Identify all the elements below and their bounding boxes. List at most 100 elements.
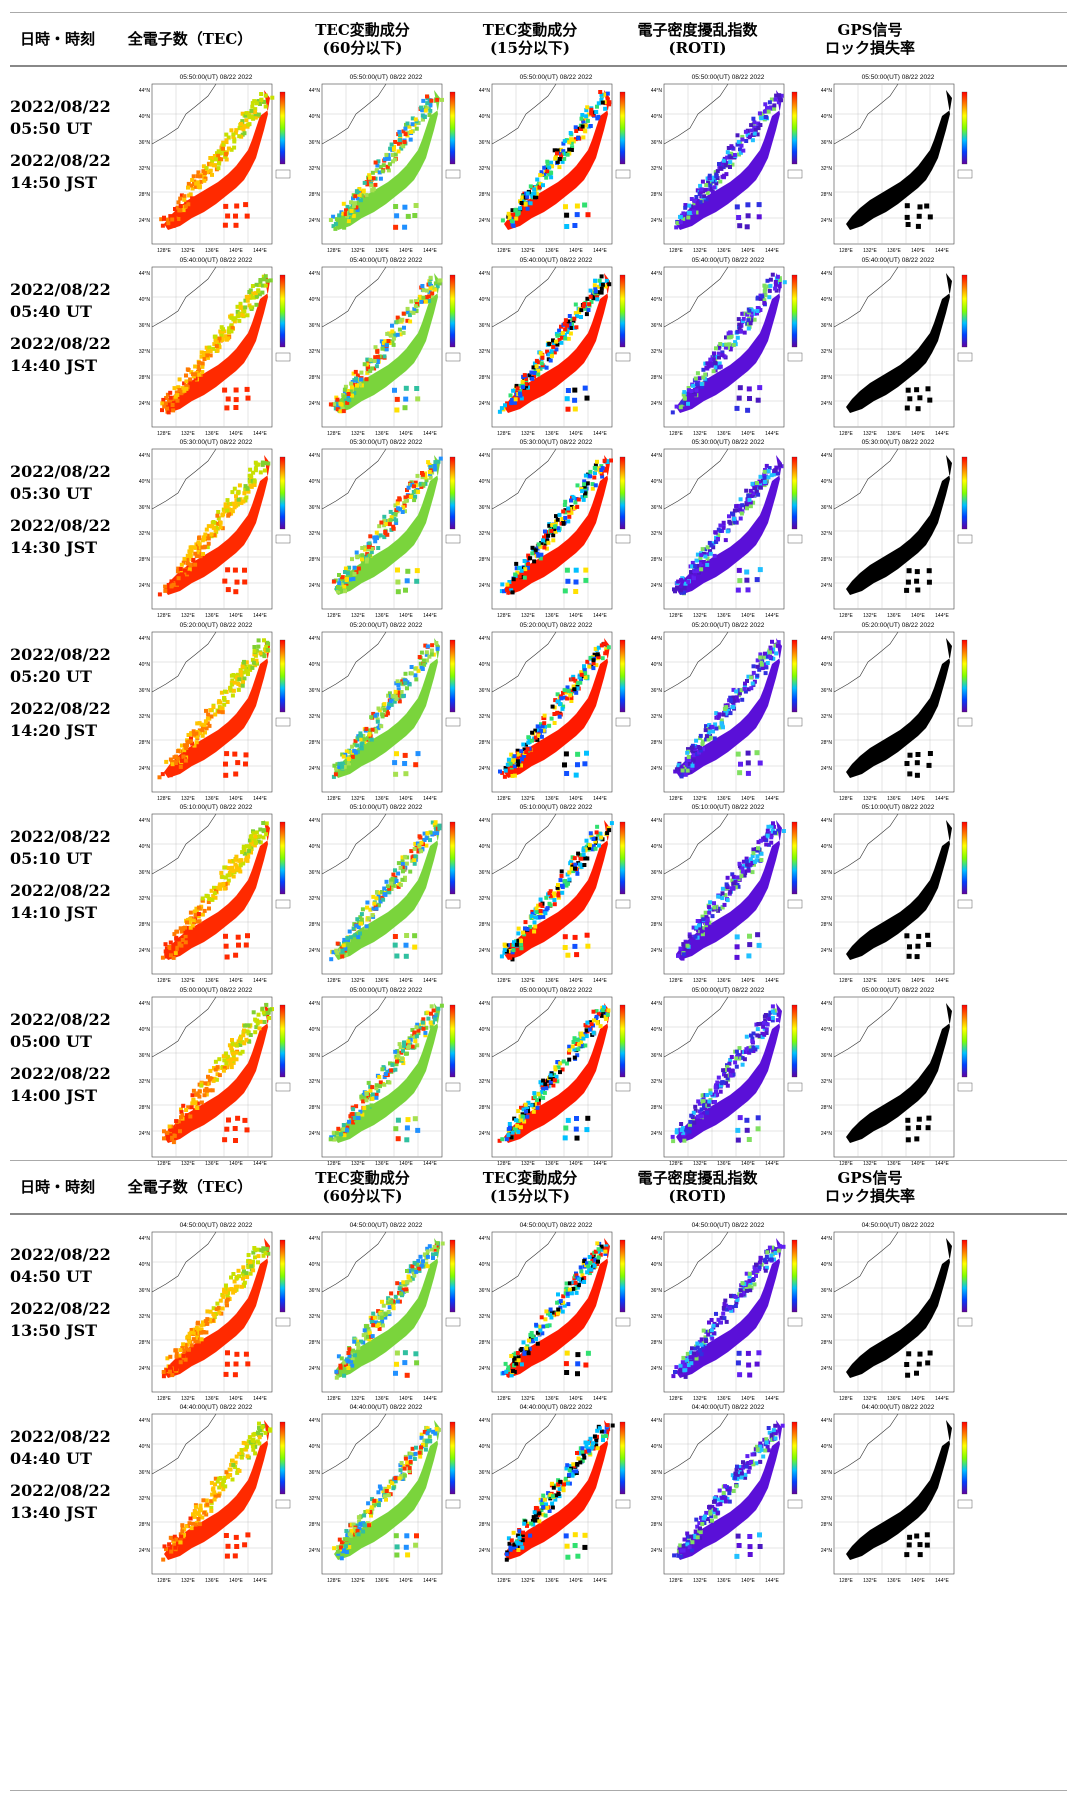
map-timestamp: 05:40:00(UT) 08/22 2022 [692, 257, 765, 264]
map-timestamp: 04:50:00(UT) 08/22 2022 [692, 1222, 765, 1229]
lat-tick-label: 28°N [651, 1522, 663, 1528]
lat-tick-label: 24°N [479, 1548, 491, 1554]
map-timestamp: 04:50:00(UT) 08/22 2022 [862, 1222, 935, 1229]
lat-tick-label: 32°N [479, 1079, 491, 1085]
lon-tick-label: 132°E [863, 1161, 877, 1167]
header-date-time: 日時・時刻 [19, 1178, 95, 1196]
lat-tick-label: 44°N [309, 1001, 321, 1007]
dtec60-map: 04:40:00(UT) 08/22 2022 44°N 40°N 36°N 32°N 2… [309, 1404, 461, 1584]
lat-tick-label: 40°N [821, 662, 833, 668]
lat-tick-label: 24°N [651, 766, 663, 772]
dtec15-map: 04:50:00(UT) 08/22 2022 44°N 40°N 36°N 32°N 2… [479, 1222, 631, 1402]
dtec15-panel: 04:40:00(UT) 08/22 2022 44°N 40°N 36°N 32°N 2… [470, 1400, 645, 1596]
lat-tick-label: 40°N [479, 114, 491, 120]
lat-tick-label: 32°N [651, 531, 663, 537]
dtec60-panel: 04:50:00(UT) 08/22 2022 44°N 40°N 36°N 32°N 2… [300, 1218, 475, 1414]
lat-tick-label: 36°N [821, 140, 833, 146]
jst-date: 2022/08/22 [10, 516, 111, 535]
map-timestamp: 05:20:00(UT) 08/22 2022 [520, 622, 593, 629]
lat-tick-label: 36°N [821, 323, 833, 329]
colorbar [791, 639, 798, 713]
tec-map: 05:40:00(UT) 08/22 2022 44°N 40°N 36°N 32°N 2… [139, 257, 291, 437]
land-data-area [846, 1420, 952, 1560]
logo-box [615, 534, 631, 544]
logo-box [445, 352, 461, 362]
lat-tick-label: 40°N [309, 662, 321, 668]
colorbar [449, 1004, 456, 1078]
colorbar [449, 1239, 456, 1313]
logo-box [957, 1499, 973, 1509]
header-dtec-60: TEC変動成分 (60分以下) [315, 21, 410, 57]
lat-tick-label: 24°N [479, 1366, 491, 1372]
logo-box [445, 899, 461, 909]
colorbar [279, 1239, 286, 1313]
tec-panel: 05:20:00(UT) 08/22 2022 44°N 40°N 36°N 32°N 2… [130, 618, 305, 814]
lon-tick-label: 144°E [593, 431, 607, 437]
roti-map: 04:50:00(UT) 08/22 2022 44°N 40°N 36°N 32°N 2… [651, 1222, 803, 1402]
dtec15-panel: 05:40:00(UT) 08/22 2022 44°N 40°N 36°N 32°N 2… [470, 253, 645, 449]
ut-time: 05:00 UT [10, 1032, 92, 1051]
lat-tick-label: 36°N [309, 870, 321, 876]
lat-tick-label: 44°N [309, 636, 321, 642]
lon-tick-label: 132°E [181, 1161, 195, 1167]
lat-tick-label: 32°N [651, 349, 663, 355]
lat-tick-label: 44°N [139, 818, 151, 824]
lat-tick-label: 36°N [139, 505, 151, 511]
colorbar [619, 639, 626, 713]
lon-tick-label: 144°E [253, 1578, 267, 1584]
colorbar [791, 821, 798, 895]
dtec60-panel: 05:20:00(UT) 08/22 2022 44°N 40°N 36°N 32°N 2… [300, 618, 475, 814]
lat-tick-label: 36°N [479, 1053, 491, 1059]
table-row: 2022/08/22 04:50 UT 2022/08/22 13:50 JST 04:… [10, 1210, 1067, 1418]
logo-box [275, 717, 291, 727]
lon-tick-label: 128°E [497, 978, 511, 984]
tec-map: 05:50:00(UT) 08/22 2022 44°N 40°N 36°N 32°N 2… [139, 74, 291, 254]
lon-tick-label: 144°E [423, 796, 437, 802]
lon-tick-label: 132°E [521, 248, 535, 254]
lat-tick-label: 40°N [309, 1262, 321, 1268]
tec-panel: 05:40:00(UT) 08/22 2022 44°N 40°N 36°N 32°N 2… [130, 253, 305, 449]
colorbar [619, 456, 626, 530]
logo-box [445, 534, 461, 544]
lat-tick-label: 40°N [651, 662, 663, 668]
lat-tick-label: 24°N [139, 1131, 151, 1137]
lon-tick-label: 144°E [593, 1578, 607, 1584]
lat-tick-label: 32°N [821, 349, 833, 355]
lat-tick-label: 36°N [139, 870, 151, 876]
lon-tick-label: 132°E [863, 978, 877, 984]
lon-tick-label: 144°E [423, 248, 437, 254]
lat-tick-label: 36°N [651, 870, 663, 876]
ut-time: 05:40 UT [10, 302, 92, 321]
logo-box [615, 1499, 631, 1509]
lat-tick-label: 36°N [479, 1470, 491, 1476]
lon-tick-label: 140°E [399, 613, 413, 619]
land-data-area [504, 90, 610, 230]
lon-tick-label: 144°E [423, 431, 437, 437]
lat-tick-label: 32°N [309, 896, 321, 902]
lat-tick-label: 32°N [479, 1496, 491, 1502]
lat-tick-label: 40°N [139, 297, 151, 303]
logo-box [957, 169, 973, 179]
lon-tick-label: 140°E [741, 1161, 755, 1167]
lat-tick-label: 40°N [821, 844, 833, 850]
lon-tick-label: 144°E [765, 1161, 779, 1167]
logo-box [957, 899, 973, 909]
colorbar [619, 1004, 626, 1078]
colorbar [449, 456, 456, 530]
lon-tick-label: 132°E [181, 613, 195, 619]
map-timestamp: 05:20:00(UT) 08/22 2022 [350, 622, 423, 629]
lat-tick-label: 36°N [821, 688, 833, 694]
lat-tick-label: 36°N [651, 688, 663, 694]
logo-box [615, 717, 631, 727]
lon-tick-label: 144°E [593, 1161, 607, 1167]
lon-tick-label: 128°E [669, 248, 683, 254]
ut-date: 2022/08/22 [10, 97, 111, 116]
dtec60-map: 05:10:00(UT) 08/22 2022 44°N 40°N 36°N 32°N 2… [309, 804, 461, 984]
lat-tick-label: 32°N [309, 531, 321, 537]
colorbar [279, 274, 286, 348]
colorbar [791, 274, 798, 348]
lon-tick-label: 136°E [205, 1161, 219, 1167]
lon-tick-label: 136°E [887, 248, 901, 254]
lat-tick-label: 44°N [139, 636, 151, 642]
ut-date: 2022/08/22 [10, 1010, 111, 1029]
